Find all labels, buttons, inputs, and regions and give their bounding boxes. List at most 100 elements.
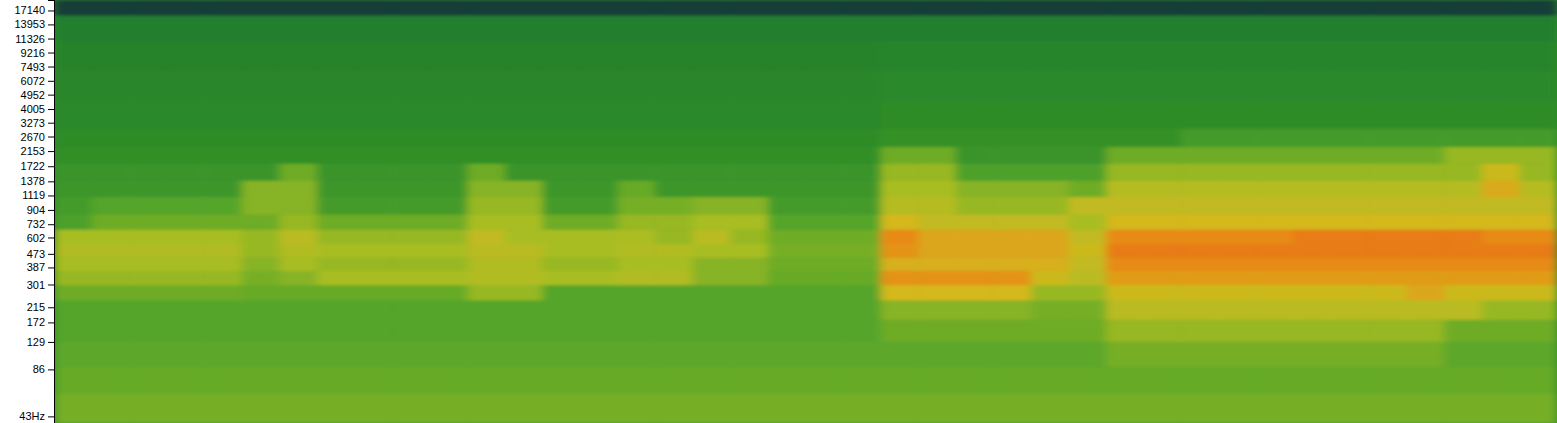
spectrogram-cell bbox=[1444, 163, 1482, 181]
spectrogram-cell bbox=[956, 229, 994, 244]
spectrogram-cell bbox=[317, 129, 355, 148]
spectrogram-cell bbox=[1294, 300, 1332, 320]
spectrogram-cell bbox=[54, 15, 92, 41]
spectrogram-cell bbox=[1407, 163, 1445, 181]
y-tick: 11326 bbox=[15, 33, 54, 45]
spectrogram-cell bbox=[1031, 0, 1069, 16]
spectrogram-cell bbox=[806, 270, 844, 285]
spectrogram-cell bbox=[1519, 71, 1557, 101]
spectrogram-cell bbox=[806, 244, 844, 258]
spectrogram-cell bbox=[1106, 270, 1144, 285]
spectrogram-cell bbox=[580, 41, 618, 72]
spectrogram-cell bbox=[1144, 0, 1182, 16]
spectrogram-cell bbox=[1407, 71, 1445, 101]
spectrogram-cell bbox=[430, 197, 468, 215]
spectrogram-cell bbox=[1219, 257, 1257, 271]
spectrogram-cell bbox=[467, 214, 505, 230]
spectrogram-cell bbox=[392, 197, 430, 215]
spectrogram-cell bbox=[542, 270, 580, 285]
y-tick-label: 301 bbox=[27, 278, 45, 290]
spectrogram-cell bbox=[279, 285, 317, 301]
spectrogram-cell bbox=[1369, 270, 1407, 285]
spectrogram-cell bbox=[580, 129, 618, 148]
spectrogram-cell bbox=[542, 129, 580, 148]
spectrogram-cell bbox=[806, 180, 844, 197]
spectrogram-cell bbox=[355, 0, 393, 16]
spectrogram-cell bbox=[768, 244, 806, 258]
spectrogram-cell bbox=[1407, 0, 1445, 16]
spectrogram-cell bbox=[655, 163, 693, 181]
spectrogram-cell bbox=[1256, 214, 1294, 230]
spectrogram-cell bbox=[430, 101, 468, 129]
spectrogram-cell bbox=[843, 129, 881, 148]
spectrogram-cell bbox=[54, 0, 92, 16]
spectrogram-cell bbox=[1294, 129, 1332, 148]
spectrogram-cell bbox=[1407, 197, 1445, 215]
spectrogram-cell bbox=[1031, 163, 1069, 181]
spectrogram-cell bbox=[1369, 15, 1407, 41]
spectrogram-cell bbox=[355, 180, 393, 197]
spectrogram-cell bbox=[1181, 41, 1219, 72]
spectrogram-cell bbox=[1332, 0, 1370, 16]
spectrogram-cell bbox=[768, 270, 806, 285]
spectrogram-cell bbox=[279, 41, 317, 72]
spectrogram-cell bbox=[1031, 244, 1069, 258]
spectrogram-cell bbox=[505, 319, 543, 342]
spectrogram-cell bbox=[1181, 147, 1219, 164]
spectrogram-cell bbox=[317, 180, 355, 197]
spectrogram-cell bbox=[505, 129, 543, 148]
spectrogram-cell bbox=[1519, 394, 1557, 423]
spectrogram-cell bbox=[1106, 15, 1144, 41]
spectrogram-cell bbox=[655, 0, 693, 16]
spectrogram-cell bbox=[655, 341, 693, 366]
spectrogram-cell bbox=[467, 285, 505, 301]
spectrogram-cell bbox=[1144, 244, 1182, 258]
spectrogram-cell bbox=[918, 0, 956, 16]
y-tick-mark bbox=[48, 369, 54, 370]
spectrogram-cell bbox=[129, 101, 167, 129]
spectrogram-cell bbox=[1519, 197, 1557, 215]
spectrogram-cell bbox=[843, 41, 881, 72]
spectrogram-cell bbox=[618, 319, 656, 342]
spectrogram-cell bbox=[1444, 129, 1482, 148]
cells bbox=[54, 0, 1557, 423]
y-tick-label: 1722 bbox=[21, 160, 45, 172]
spectrogram-cell bbox=[505, 41, 543, 72]
spectrogram-cell bbox=[129, 41, 167, 72]
spectrogram-cell bbox=[1181, 394, 1219, 423]
spectrogram-cell bbox=[1181, 229, 1219, 244]
spectrogram-cell bbox=[242, 285, 280, 301]
spectrogram-cell bbox=[993, 366, 1031, 394]
spectrogram-cell bbox=[1219, 300, 1257, 320]
spectrogram-cell bbox=[1444, 214, 1482, 230]
spectrogram-cell bbox=[618, 101, 656, 129]
spectrogram-cell bbox=[1444, 15, 1482, 41]
spectrogram-cell bbox=[730, 15, 768, 41]
spectrogram-cell bbox=[355, 270, 393, 285]
spectrogram-cell bbox=[129, 0, 167, 16]
spectrogram-cell bbox=[1181, 257, 1219, 271]
spectrogram-cell bbox=[1069, 366, 1107, 394]
spectrogram-cell bbox=[655, 41, 693, 72]
spectrogram-cell bbox=[918, 300, 956, 320]
spectrogram-cell bbox=[580, 366, 618, 394]
spectrogram-cell bbox=[843, 71, 881, 101]
spectrogram-cell bbox=[655, 257, 693, 271]
spectrogram-cell bbox=[204, 197, 242, 215]
spectrogram-cell bbox=[655, 229, 693, 244]
spectrogram-cell bbox=[881, 180, 919, 197]
y-tick-mark bbox=[48, 322, 54, 323]
spectrogram-cell bbox=[1219, 366, 1257, 394]
spectrogram-cell bbox=[806, 300, 844, 320]
spectrogram-cell bbox=[1407, 341, 1445, 366]
spectrogram-cell bbox=[1144, 41, 1182, 72]
spectrogram-cell bbox=[1069, 300, 1107, 320]
spectrogram-cell bbox=[1256, 129, 1294, 148]
spectrogram-cell bbox=[1256, 197, 1294, 215]
spectrogram-cell bbox=[279, 270, 317, 285]
y-tick-label: 1119 bbox=[22, 189, 45, 201]
spectrogram-cell bbox=[843, 197, 881, 215]
spectrogram-cell bbox=[92, 300, 130, 320]
spectrogram-cell bbox=[505, 257, 543, 271]
spectrogram-cell bbox=[993, 270, 1031, 285]
